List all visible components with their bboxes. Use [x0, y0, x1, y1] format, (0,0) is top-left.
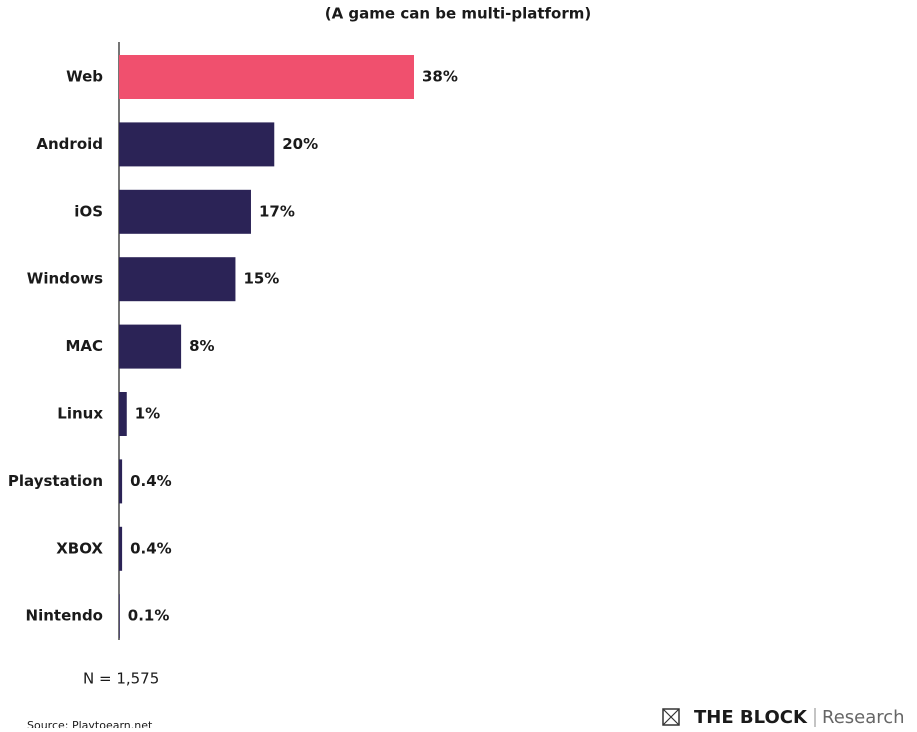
data-label: 8% — [189, 337, 214, 355]
brand-icon — [662, 708, 680, 726]
brand-suffix: Research — [822, 707, 905, 728]
sample-note: N = 1,575 — [83, 670, 159, 688]
y-tick-label: Windows — [27, 270, 103, 288]
brand-name: THE BLOCK — [694, 707, 808, 728]
bar — [119, 257, 236, 302]
bar — [119, 594, 120, 639]
y-tick-label: Web — [66, 68, 103, 86]
bar — [119, 55, 414, 99]
bar — [119, 122, 275, 167]
data-label: 0.4% — [130, 472, 172, 490]
data-label: 0.4% — [130, 539, 172, 557]
bar — [119, 324, 182, 369]
bar — [119, 189, 251, 234]
y-tick-label: XBOX — [56, 539, 103, 557]
data-label: 15% — [243, 270, 279, 288]
data-label: 17% — [259, 202, 295, 220]
source: Source: Playtoearn.net — [27, 719, 153, 728]
y-tick-label: Nintendo — [26, 607, 103, 625]
y-tick-label: MAC — [65, 337, 103, 355]
y-tick-label: Android — [36, 135, 103, 153]
chart-subtitle: (A game can be multi-platform) — [325, 5, 592, 23]
brand-icon — [662, 708, 680, 726]
data-label: 0.1% — [128, 607, 170, 625]
y-tick-label: Linux — [57, 405, 103, 423]
bar — [119, 392, 127, 436]
data-label: 1% — [135, 405, 160, 423]
bar — [119, 526, 123, 571]
data-label: 20% — [282, 135, 318, 153]
data-label: 38% — [422, 68, 458, 86]
y-tick-label: iOS — [74, 202, 103, 220]
y-tick-label: Playstation — [8, 472, 103, 490]
bar — [119, 459, 123, 504]
brand: THE BLOCK Research — [662, 707, 905, 728]
